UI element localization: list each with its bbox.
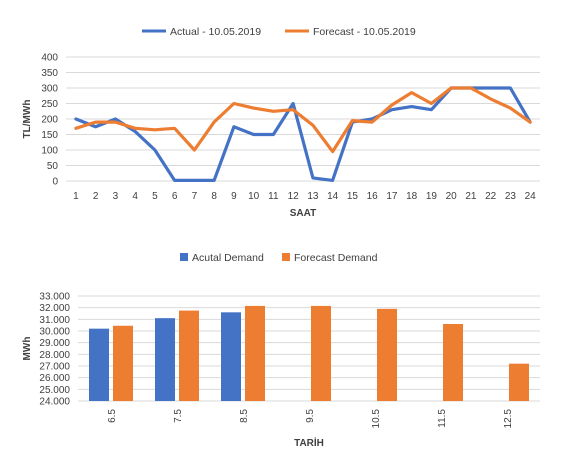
x-tick-label: 8.5 [239, 409, 250, 423]
y-axis-title: MWh [22, 337, 33, 361]
x-tick-label: 4 [132, 191, 138, 202]
y-tick-label: 28.000 [39, 350, 70, 361]
bar-forecast [377, 308, 397, 401]
y-tick-label: 27.000 [39, 362, 70, 373]
y-tick-label: 350 [41, 68, 58, 79]
x-tick-label: 10.5 [371, 409, 382, 429]
y-tick-label: 29.000 [39, 338, 70, 349]
bar-forecast [245, 305, 265, 401]
x-tick-label: 9 [231, 191, 237, 202]
y-tick-label: 33.000 [39, 292, 70, 303]
legend-swatch-1 [180, 253, 188, 261]
x-tick-label: 3 [113, 191, 119, 202]
y-tick-label: 50 [47, 161, 59, 172]
y-tick-label: 32.000 [39, 303, 70, 314]
x-tick-label: 14 [327, 191, 339, 202]
x-tick-label: 23 [505, 191, 517, 202]
x-tick-label: 10 [248, 191, 260, 202]
x-tick-label: 5 [152, 191, 158, 202]
legend-label-1: Actual - 10.05.2019 [170, 26, 261, 38]
y-tick-label: 24.000 [39, 397, 70, 408]
bar-forecast [179, 310, 199, 401]
x-tick-label: 9.5 [305, 409, 316, 423]
x-axis-title: TARİH [294, 436, 324, 449]
y-tick-label: 100 [41, 146, 58, 157]
x-tick-label: 24 [525, 191, 537, 202]
legend-label-2: Forecast Demand [294, 252, 378, 264]
x-tick-label: 21 [465, 191, 477, 202]
y-tick-label: 300 [41, 84, 58, 95]
bar-forecast [443, 324, 463, 401]
y-tick-label: 31.000 [39, 315, 70, 326]
x-tick-label: 8 [211, 191, 217, 202]
demand-bar-chart: Acutal Demand Forecast Demand 24.00025.000… [22, 252, 540, 449]
y-tick-label: 400 [41, 53, 58, 64]
y-tick-label: 150 [41, 130, 58, 141]
y-axis-title: TL/MWh [22, 100, 33, 139]
x-tick-label: 19 [426, 191, 438, 202]
x-axis-title: SAAT [290, 208, 316, 219]
bar-actual [155, 318, 175, 401]
x-tick-label: 11.5 [437, 409, 448, 428]
x-tick-label: 6.5 [107, 409, 118, 423]
x-tick-label: 2 [93, 191, 99, 202]
x-tick-label: 7.5 [173, 409, 184, 423]
x-tick-label: 7 [192, 191, 198, 202]
y-tick-label: 250 [41, 99, 58, 110]
bar-forecast [509, 363, 529, 401]
x-tick-label: 13 [307, 191, 319, 202]
y-tick-label: 26.000 [39, 373, 70, 384]
y-tick-label: 30.000 [39, 327, 70, 338]
bar-actual [89, 328, 109, 401]
x-tick-label: 6 [172, 191, 178, 202]
x-tick-label: 15 [347, 191, 359, 202]
bar-forecast [113, 325, 133, 401]
legend-label-2: Forecast - 10.05.2019 [313, 26, 416, 38]
y-tick-label: 0 [52, 177, 58, 188]
bar-actual [221, 312, 241, 401]
x-tick-label: 20 [446, 191, 458, 202]
x-tick-label: 1 [73, 191, 79, 202]
y-tick-label: 25.000 [39, 385, 70, 396]
legend-label-1: Acutal Demand [192, 252, 264, 264]
price-line-chart: Actual - 10.05.2019 Forecast - 10.05.2019… [22, 26, 540, 219]
x-tick-label: 11 [268, 191, 279, 202]
x-tick-label: 12 [288, 191, 300, 202]
series-line-2 [74, 86, 532, 154]
x-tick-label: 12.5 [503, 409, 514, 429]
legend-swatch-2 [282, 253, 290, 261]
x-tick-label: 16 [367, 191, 379, 202]
x-tick-label: 22 [485, 191, 497, 202]
bar-forecast [311, 305, 331, 401]
x-tick-label: 18 [406, 191, 418, 202]
y-tick-label: 200 [41, 115, 58, 126]
x-tick-label: 17 [386, 191, 398, 202]
